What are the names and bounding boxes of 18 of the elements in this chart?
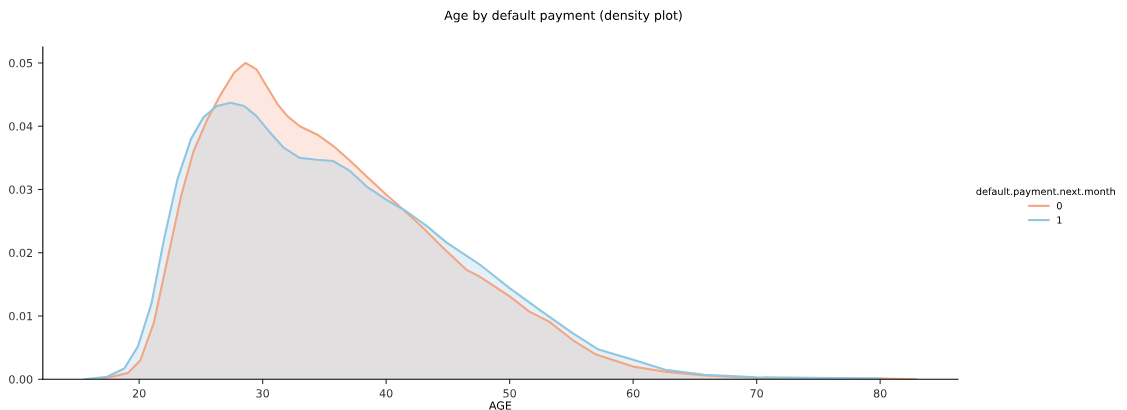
y-tick-label: 0.03: [9, 185, 33, 194]
y-tick-label: 0.01: [9, 311, 33, 321]
x-tick-label: 30: [256, 389, 269, 398]
legend-title: default.payment.next.month: [976, 187, 1115, 197]
x-tick-label: 80: [873, 389, 887, 398]
y-tick-label: 0.04: [9, 122, 33, 131]
x-tick-label: 70: [750, 389, 763, 398]
x-tick-label: 60: [626, 389, 640, 398]
y-tick-label: 0.02: [9, 248, 32, 258]
x-tick-label: 40: [379, 389, 393, 398]
x-tick-label: 20: [132, 389, 146, 398]
y-tick-label: 0.00: [9, 375, 33, 384]
legend-label: 0: [1056, 202, 1062, 210]
x-tick-label: 50: [503, 389, 516, 398]
y-tick-label: 0.05: [9, 58, 33, 68]
chart-title: Age by default payment (density plot): [444, 10, 682, 23]
x-axis-title: AGE: [488, 401, 512, 410]
legend-label: 1: [1057, 216, 1062, 224]
